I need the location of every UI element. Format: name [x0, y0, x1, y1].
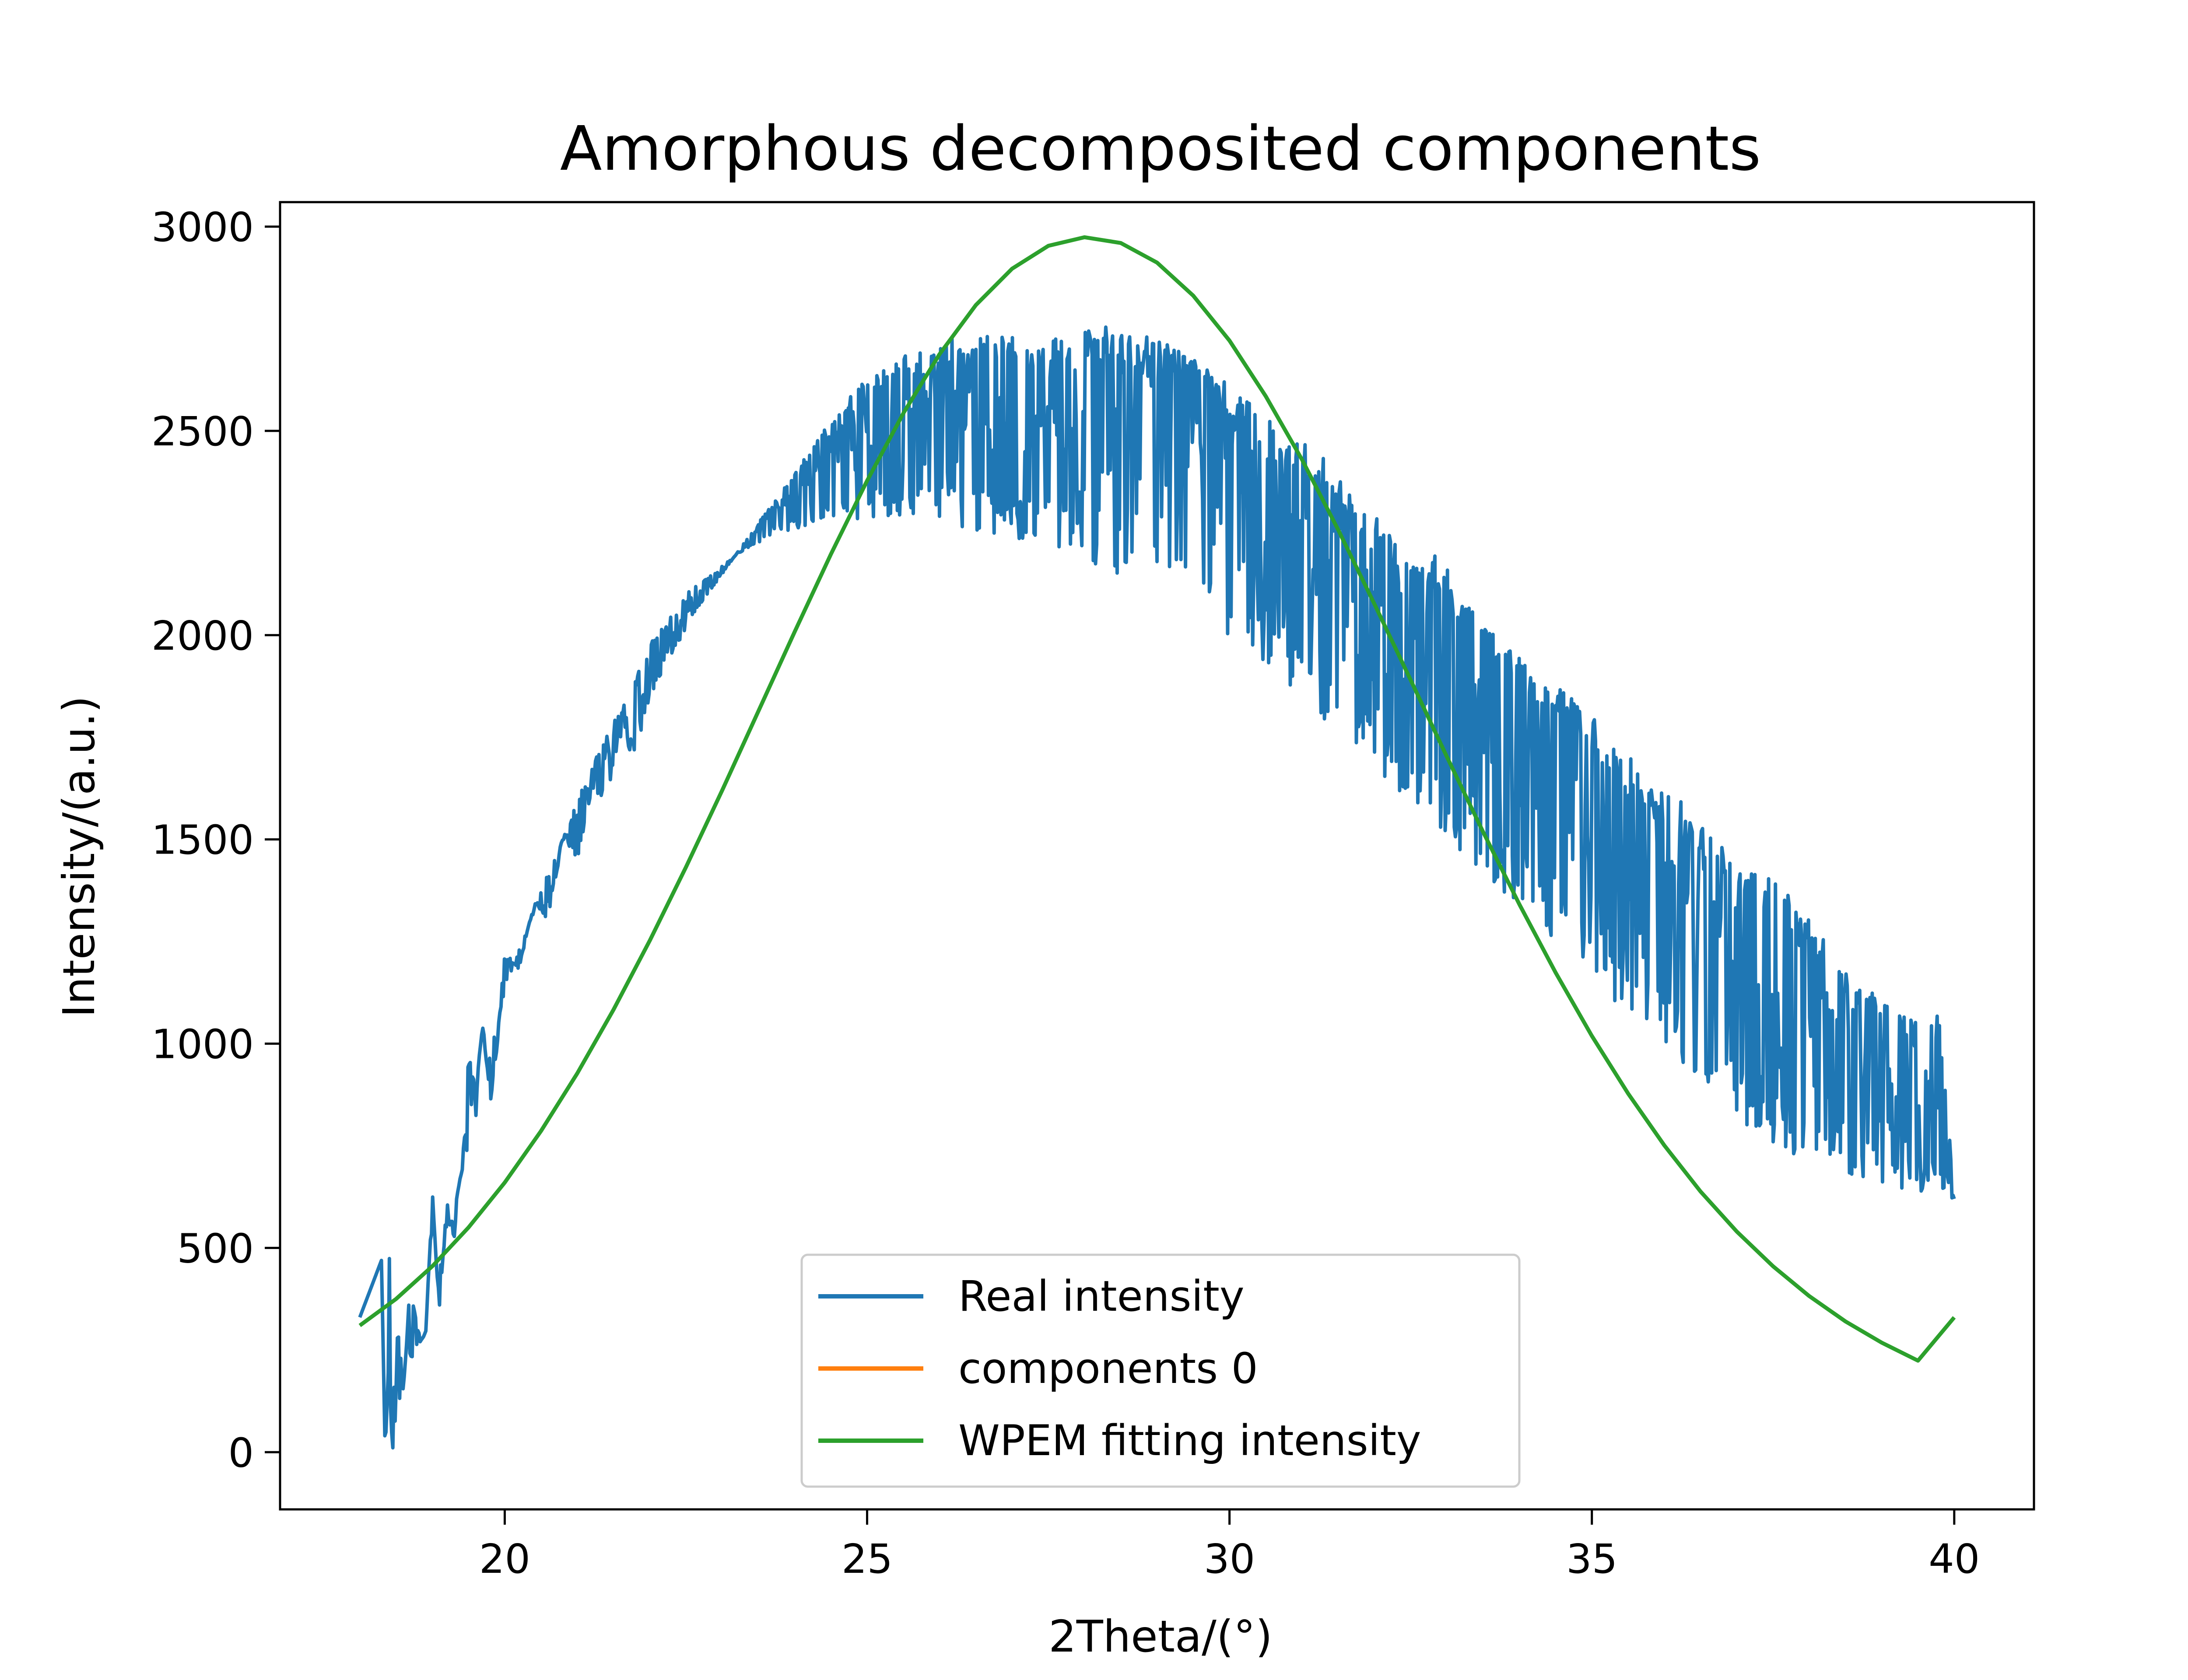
plot-frame — [279, 201, 2035, 1511]
legend-label-wpem-fitting: WPEM fitting intensity — [958, 1416, 1421, 1465]
x-tick-label: 30 — [1204, 1536, 1255, 1582]
y-tick-label: 1000 — [151, 1021, 254, 1068]
legend-box — [800, 1253, 1521, 1488]
series-wpem-fitting-intensity — [358, 235, 1956, 1363]
legend-label-components-0: components 0 — [958, 1344, 1258, 1393]
legend-label-real-intensity: Real intensity — [958, 1272, 1245, 1321]
series-real-intensity — [358, 325, 1956, 1450]
x-tick-label: 20 — [479, 1536, 530, 1582]
y-tick-label: 500 — [177, 1225, 254, 1272]
y-tick-label: 2000 — [151, 612, 254, 659]
y-tick-label: 3000 — [151, 204, 254, 251]
x-axis: 20 25 30 35 40 — [479, 1509, 1980, 1582]
y-axis: 0 500 1000 1500 2000 2500 3000 — [151, 204, 280, 1476]
y-tick-label: 2500 — [151, 408, 254, 455]
y-tick-label: 1500 — [151, 817, 254, 864]
x-tick-label: 35 — [1566, 1536, 1617, 1582]
y-tick-label: 0 — [228, 1429, 254, 1476]
chart-title: Amorphous decomposited components — [560, 113, 1761, 185]
x-tick-label: 40 — [1929, 1536, 1980, 1582]
y-axis-label: Intensity/(a.u.) — [53, 696, 105, 1017]
x-axis-label: 2Theta/(°) — [1048, 1611, 1273, 1662]
x-tick-label: 25 — [842, 1536, 893, 1582]
legend: Real intensity components 0 WPEM fitting… — [800, 1253, 1521, 1488]
